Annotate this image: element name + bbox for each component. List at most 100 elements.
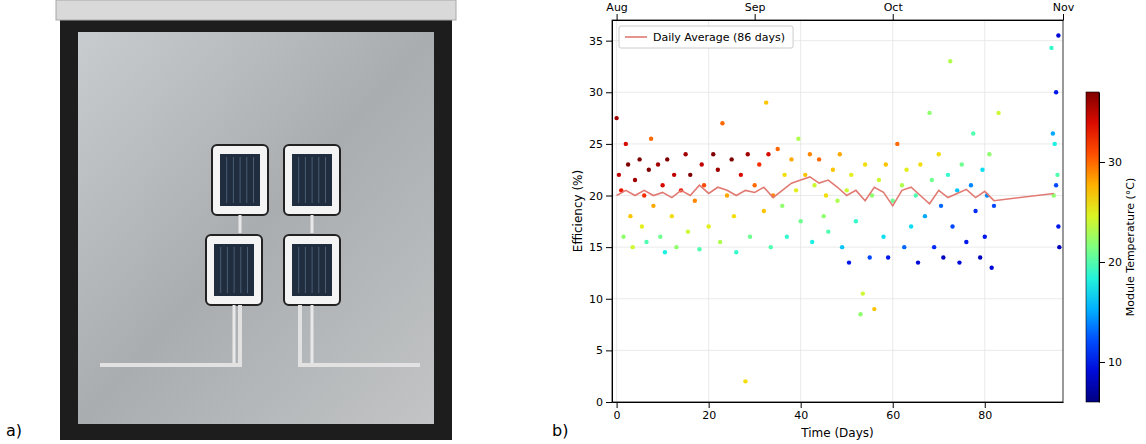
scatter-point [626, 162, 630, 166]
scatter-point [884, 162, 888, 166]
cell-wire [233, 305, 236, 365]
scatter-point [775, 147, 779, 151]
scatter-point [631, 245, 635, 249]
scatter-point [840, 245, 844, 249]
scatter-point [734, 250, 738, 254]
cell-stripe [298, 247, 299, 293]
tick-label: Aug [606, 1, 627, 14]
cell-border [212, 145, 268, 215]
grid-line-y [612, 350, 1063, 351]
scatter-point [941, 255, 945, 259]
scatter-point [854, 219, 858, 223]
tick-mark [1099, 362, 1105, 363]
scatter-point [960, 162, 964, 166]
scatter-point [858, 312, 862, 316]
scatter-point [665, 157, 669, 161]
tick-label: 10 [1108, 356, 1122, 369]
cell-border [206, 235, 262, 305]
scatter-point [688, 173, 692, 177]
scatter-point [764, 100, 768, 104]
tick: 40 [794, 402, 808, 422]
scatter-point [697, 247, 701, 251]
scatter-point [927, 111, 931, 115]
cell-stripe [227, 247, 228, 293]
scatter-point [628, 214, 632, 218]
tick-mark [1063, 14, 1064, 20]
solar-cell [284, 145, 340, 233]
colorbar: 102030Module Temperature (°C) [1086, 92, 1137, 403]
scatter-point [706, 224, 710, 228]
tick: Nov [1053, 1, 1075, 20]
cell-stripe [247, 247, 248, 293]
colorbar-scale [1086, 92, 1099, 402]
scatter-point [971, 131, 975, 135]
panel-a [56, 0, 456, 440]
mounting-rail [56, 0, 456, 20]
scatter-point [900, 183, 904, 187]
scatter-point [989, 266, 993, 270]
scatter-point [918, 162, 922, 166]
tick-label: 40 [794, 409, 808, 422]
panel-label: a) [6, 421, 22, 440]
scatter-point [948, 59, 952, 63]
tick-label: 10 [589, 293, 603, 306]
cell-stripe [312, 247, 313, 293]
scatter-point [939, 204, 943, 208]
scatter-point [796, 137, 800, 141]
scatter-point [808, 152, 812, 156]
scatter-point [957, 260, 961, 264]
cell-stripe [240, 247, 241, 293]
scatter-point [640, 224, 644, 228]
cell-stripe [305, 247, 306, 293]
tick: 20 [1099, 256, 1122, 269]
tick: 30 [589, 86, 612, 99]
y-axis: 05101520253035 [589, 21, 613, 410]
tick: 0 [596, 396, 612, 409]
cell-active-area [292, 244, 332, 296]
scatter-point [637, 157, 641, 161]
scatter-point [803, 173, 807, 177]
cell-stripe [220, 247, 221, 293]
plot-marks [614, 33, 1061, 383]
grid-line-y [612, 298, 1063, 299]
scatter-point [752, 183, 756, 187]
scatter-point [923, 214, 927, 218]
scatter-point [996, 111, 1000, 115]
tick-mark [606, 41, 612, 42]
scatter-point [812, 183, 816, 187]
legend-swatch [625, 36, 647, 38]
cell-border [284, 145, 340, 215]
tick-mark [606, 196, 612, 197]
scatter-point [683, 152, 687, 156]
scatter-point [658, 235, 662, 239]
scatter-point [831, 168, 835, 172]
tick: 5 [596, 344, 612, 357]
scatter-point [739, 173, 743, 177]
scatter-point [932, 245, 936, 249]
scatter-point [718, 240, 722, 244]
grid-line-x [616, 20, 617, 402]
scatter-point [614, 116, 618, 120]
tick-label: 0 [614, 409, 621, 422]
scatter-point [950, 224, 954, 228]
scatter-point [621, 235, 625, 239]
tick-label: 5 [596, 344, 603, 357]
scatter-point [720, 121, 724, 125]
x-axis-title: Time (Days) [800, 426, 874, 440]
scatter-point [835, 198, 839, 202]
tick: 30 [1099, 156, 1122, 169]
grid-line-x [800, 20, 801, 402]
tick-label: Nov [1053, 1, 1075, 14]
scatter-point [946, 173, 950, 177]
cell-active-area [220, 154, 260, 206]
scatter-point [702, 183, 706, 187]
cell-stripe [246, 157, 247, 203]
scatter-point [872, 307, 876, 311]
scatter-point [794, 188, 798, 192]
scatter-point [642, 193, 646, 197]
cell-stripe [325, 247, 326, 293]
scatter-point [868, 255, 872, 259]
tick-label: 15 [589, 241, 603, 254]
scatter-point [1054, 90, 1058, 94]
busbar-wire [100, 305, 420, 365]
